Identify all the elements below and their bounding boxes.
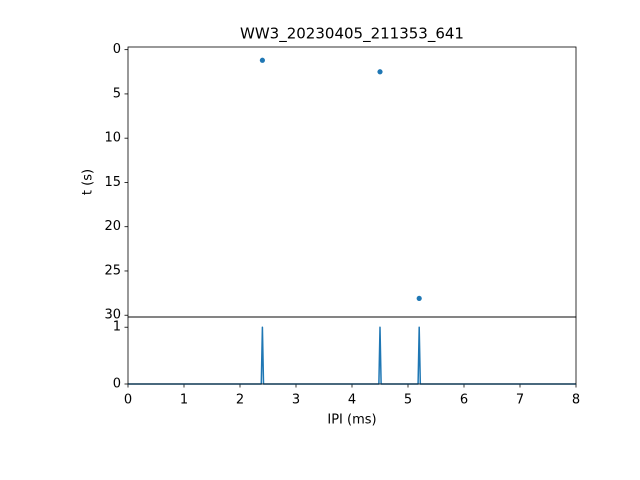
x-tick-label: 3 [292,393,300,408]
x-tick-label: 1 [180,393,188,408]
x-tick-label: 2 [236,393,244,408]
y-tick-label: 25 [104,263,121,278]
x-tick-label: 4 [348,393,356,408]
line [128,326,576,385]
y-tick-label: 0 [113,377,121,392]
x-tick-label: 0 [124,393,132,408]
y-tick-label: 1 [113,320,121,335]
y-tick-label: 10 [104,131,121,146]
x-tick-label: 6 [460,393,468,408]
y-tick-label: 5 [113,86,121,101]
y-axis-label: t (s) [81,169,96,195]
point [377,69,383,75]
axes-frame [127,316,577,385]
x-tick-label: 8 [572,393,580,408]
y-tick-label: 15 [104,175,121,190]
y-tick-label: 0 [113,42,121,57]
y-tick-label: 20 [104,219,121,234]
x-axis-label: IPI (ms) [327,413,376,428]
point [416,295,422,302]
x-tick-label: 7 [516,393,524,408]
point [259,57,265,63]
chart-title: WW3_20230405_211353_641 [240,25,464,44]
x-tick-label: 5 [404,393,412,408]
y-tick-label: 30 [104,308,121,323]
